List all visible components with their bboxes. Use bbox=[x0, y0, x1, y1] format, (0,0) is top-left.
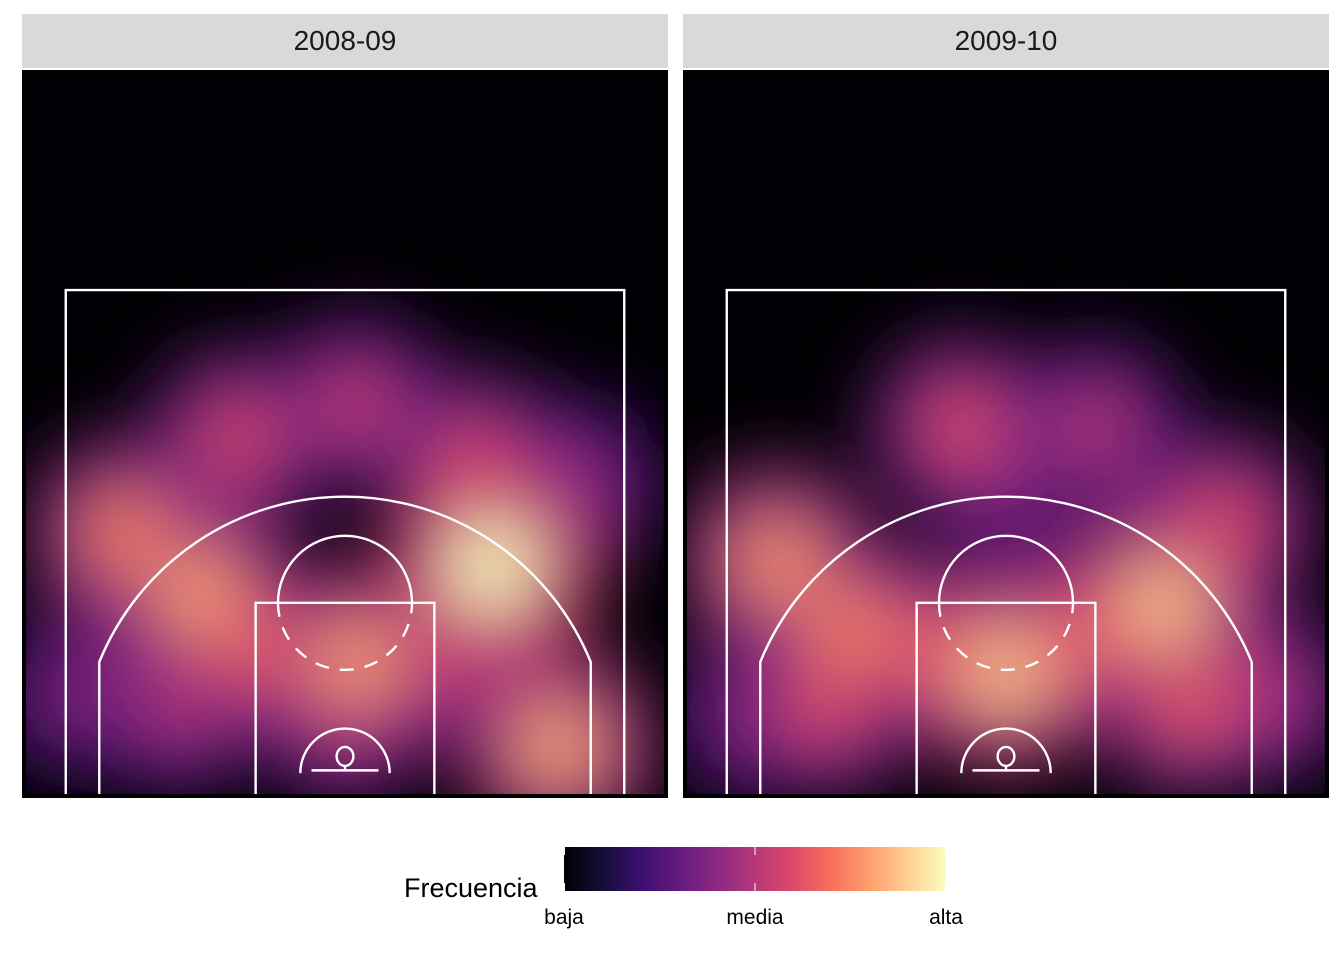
density-layer bbox=[683, 332, 1329, 798]
paint-area bbox=[915, 601, 1097, 798]
facet-panel-2008-09: 2008-09 bbox=[22, 14, 668, 798]
density-hotspot bbox=[732, 516, 822, 605]
court-boundary bbox=[64, 288, 626, 798]
court-heatmap bbox=[683, 70, 1329, 798]
restricted-area bbox=[960, 727, 1052, 774]
three-point-line bbox=[98, 495, 592, 798]
density-hotspot bbox=[405, 615, 486, 696]
density-hotspot bbox=[1056, 387, 1135, 467]
density-layer bbox=[22, 312, 662, 798]
three-point-line bbox=[759, 495, 1253, 798]
density-hotspot bbox=[444, 518, 541, 615]
legend-label-low: baja bbox=[544, 906, 584, 929]
court-lines bbox=[725, 288, 1287, 798]
density-hotspot bbox=[806, 584, 893, 672]
facet-panel-2009-10: 2009-10 bbox=[683, 14, 1329, 798]
court-heatmap bbox=[22, 70, 668, 798]
density-hotspot bbox=[311, 617, 401, 706]
density-hotspot bbox=[198, 397, 280, 479]
hoop bbox=[335, 745, 355, 768]
density-hotspot bbox=[1229, 655, 1308, 734]
density-hotspot bbox=[1042, 597, 1126, 681]
court-lines bbox=[64, 288, 626, 798]
density-hotspot bbox=[138, 667, 217, 746]
density-hotspot bbox=[711, 680, 787, 755]
free-throw-circle-bottom bbox=[937, 602, 1075, 671]
density-hotspot bbox=[512, 700, 602, 791]
density-hotspot bbox=[1116, 559, 1209, 652]
density-hotspot bbox=[316, 364, 397, 445]
legend-label-mid: media bbox=[726, 906, 784, 929]
density-hotspot bbox=[1148, 664, 1233, 748]
free-throw-circle-top bbox=[937, 534, 1075, 603]
density-hotspot bbox=[786, 664, 869, 748]
density-hotspot bbox=[80, 489, 168, 577]
restricted-area bbox=[299, 727, 391, 774]
density-hotspot bbox=[535, 444, 613, 521]
panel-border bbox=[683, 70, 1329, 798]
free-throw-circle-top bbox=[276, 534, 414, 603]
density-hotspot bbox=[968, 445, 1044, 520]
facet-strip-label: 2008-09 bbox=[22, 14, 668, 68]
legend-label-high: alta bbox=[929, 906, 963, 929]
facet-strip-label: 2009-10 bbox=[683, 14, 1329, 68]
density-hotspot bbox=[920, 385, 1003, 469]
panel-border bbox=[22, 70, 668, 798]
density-hotspot bbox=[1182, 480, 1265, 564]
free-throw-circle-bottom bbox=[276, 602, 414, 671]
density-hotspot bbox=[39, 657, 115, 733]
density-hotspot bbox=[960, 626, 1052, 719]
density-hotspot bbox=[155, 550, 245, 639]
legend-colorbar bbox=[564, 847, 946, 891]
paint-area bbox=[254, 601, 436, 798]
court-boundary bbox=[725, 288, 1287, 798]
density-hotspot bbox=[886, 608, 970, 692]
density-hotspot bbox=[432, 419, 515, 502]
legend-title: Frecuencia bbox=[404, 873, 538, 903]
hoop bbox=[996, 745, 1016, 768]
